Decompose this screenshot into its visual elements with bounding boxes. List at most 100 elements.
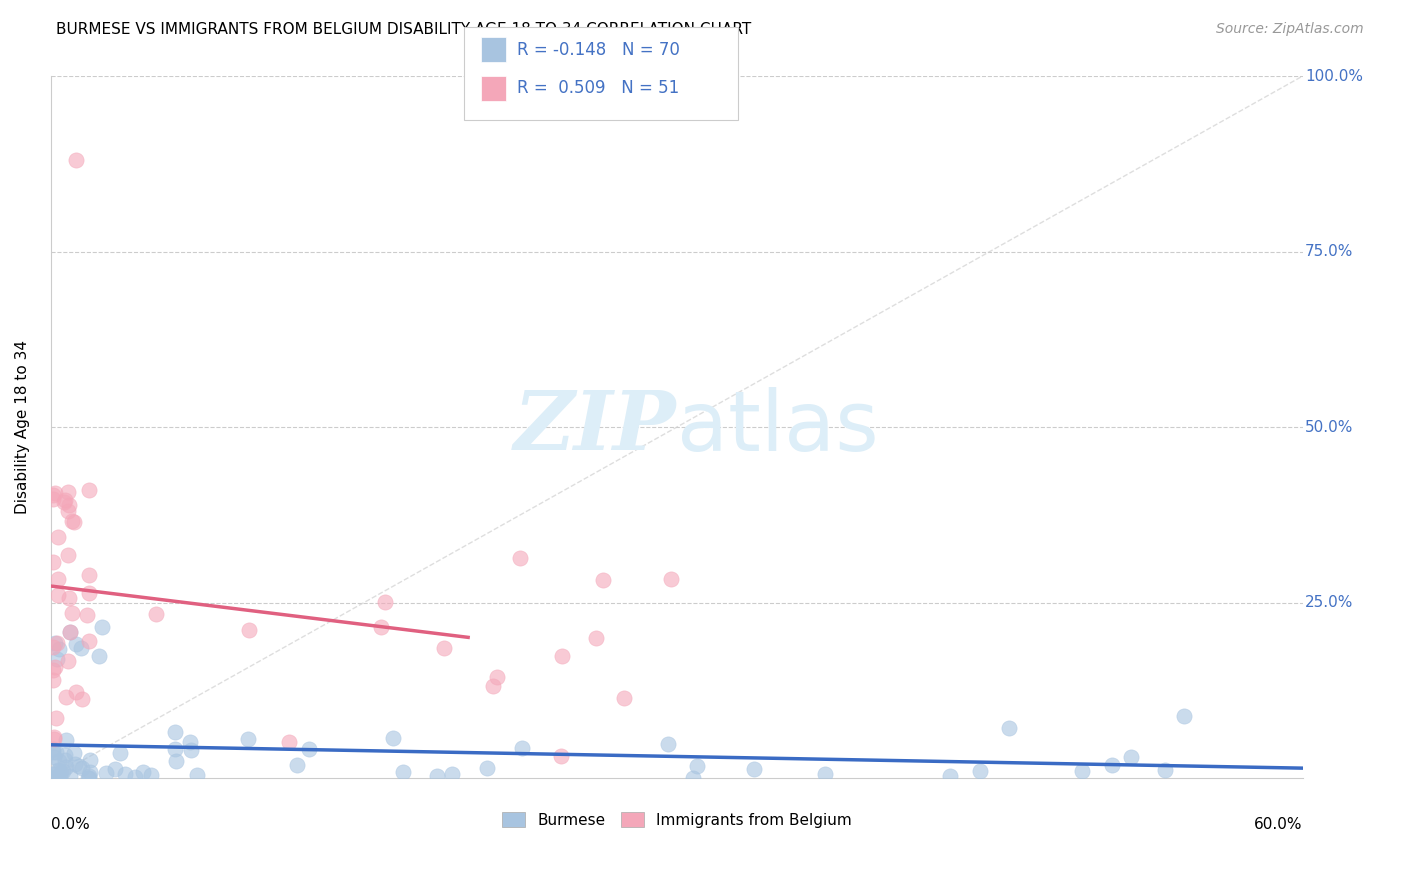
Point xyxy=(42,771,65,785)
Point xyxy=(392,764,415,779)
Point xyxy=(65,637,87,651)
Point xyxy=(77,483,100,498)
Point xyxy=(53,492,76,507)
Point xyxy=(42,491,65,506)
Point xyxy=(44,659,66,673)
Point xyxy=(657,737,679,751)
Point xyxy=(42,749,65,764)
Point xyxy=(186,767,208,781)
Point xyxy=(585,632,607,646)
Text: R =  0.509   N = 51: R = 0.509 N = 51 xyxy=(517,79,679,97)
Point xyxy=(77,771,100,785)
Point xyxy=(238,623,260,637)
Point xyxy=(63,746,86,760)
Point xyxy=(512,741,534,756)
Text: 25.0%: 25.0% xyxy=(1305,595,1354,610)
Point xyxy=(79,764,101,779)
Point xyxy=(45,711,67,725)
Point xyxy=(46,764,69,778)
Point xyxy=(67,759,90,773)
Text: Source: ZipAtlas.com: Source: ZipAtlas.com xyxy=(1216,22,1364,37)
Text: R = -0.148   N = 70: R = -0.148 N = 70 xyxy=(517,41,681,59)
Point xyxy=(42,488,65,502)
Point xyxy=(42,745,65,759)
Text: ZIP: ZIP xyxy=(515,387,676,467)
Point xyxy=(1153,764,1175,778)
Point xyxy=(77,568,100,582)
Point xyxy=(165,754,187,768)
Point xyxy=(485,670,508,684)
Point xyxy=(1101,758,1123,772)
Point xyxy=(42,663,65,677)
Point xyxy=(426,769,449,783)
Point xyxy=(76,608,98,623)
Point xyxy=(550,748,572,763)
Point xyxy=(592,573,614,587)
Text: atlas: atlas xyxy=(676,386,879,467)
Point xyxy=(969,764,991,778)
Point xyxy=(45,745,67,759)
Point xyxy=(62,606,84,620)
Point xyxy=(79,634,101,648)
Point xyxy=(42,640,65,654)
Point xyxy=(433,640,456,655)
Point xyxy=(131,765,153,780)
Point xyxy=(742,762,765,776)
Point xyxy=(938,769,960,783)
Point xyxy=(53,495,76,509)
Point xyxy=(163,724,186,739)
Point xyxy=(104,762,127,776)
Point xyxy=(1173,708,1195,723)
Point xyxy=(108,747,131,761)
Point xyxy=(1071,764,1094,779)
Point xyxy=(63,756,86,771)
Point xyxy=(59,624,82,639)
Point xyxy=(65,153,87,168)
Point xyxy=(179,735,201,749)
Point xyxy=(87,649,110,664)
Point xyxy=(46,636,69,650)
Point xyxy=(42,555,65,569)
Point xyxy=(551,649,574,664)
Text: 50.0%: 50.0% xyxy=(1305,419,1354,434)
Text: 75.0%: 75.0% xyxy=(1305,244,1354,259)
Point xyxy=(278,735,301,749)
Point xyxy=(59,769,82,783)
Point xyxy=(77,769,100,783)
Point xyxy=(381,731,404,746)
Point xyxy=(613,690,636,705)
Point xyxy=(46,769,69,783)
Point xyxy=(682,771,704,785)
Point xyxy=(48,588,70,602)
Point xyxy=(1121,750,1143,764)
Point xyxy=(298,742,321,756)
Point xyxy=(55,690,77,704)
Point xyxy=(238,732,260,747)
Point xyxy=(814,767,837,781)
Point xyxy=(60,515,83,529)
Point xyxy=(48,754,70,768)
Point xyxy=(59,624,82,639)
Point xyxy=(55,732,77,747)
Point xyxy=(46,530,69,544)
Point xyxy=(79,754,101,768)
Point xyxy=(48,641,70,656)
Point xyxy=(42,673,65,687)
Point xyxy=(49,770,72,784)
Point xyxy=(46,652,69,666)
Point xyxy=(441,766,464,780)
Point xyxy=(482,679,505,693)
Point xyxy=(94,766,117,780)
Y-axis label: Disability Age 18 to 34: Disability Age 18 to 34 xyxy=(15,340,30,514)
Point xyxy=(52,764,75,779)
Point xyxy=(374,594,396,608)
Point xyxy=(42,741,65,756)
Point xyxy=(686,758,709,772)
Legend: Burmese, Immigrants from Belgium: Burmese, Immigrants from Belgium xyxy=(496,805,858,834)
Point xyxy=(58,654,80,668)
Point xyxy=(48,764,70,779)
Point xyxy=(70,761,93,775)
Point xyxy=(475,761,498,775)
Point xyxy=(46,572,69,586)
Point xyxy=(370,620,392,634)
